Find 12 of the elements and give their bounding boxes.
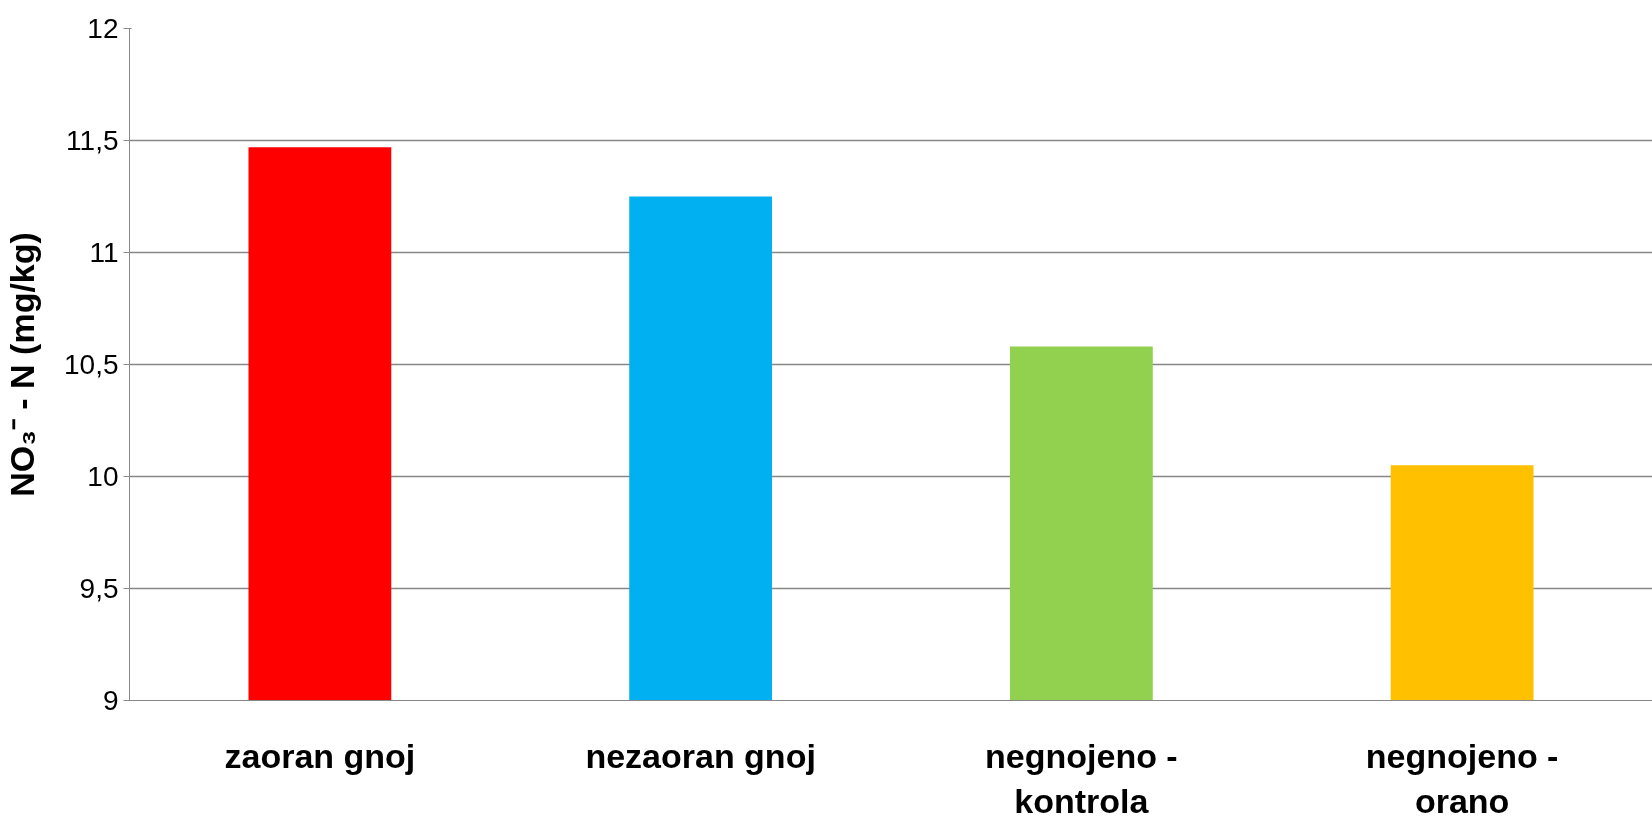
y-tick-label: 11,5 (66, 125, 119, 156)
y-tick-label: 10 (87, 461, 119, 492)
x-tick-label: negnojeno - orano (1365, 736, 1559, 821)
x-tick-label: zaoran gnoj (224, 736, 416, 775)
y-axis-title: NO₃⁻ - N (mg/kg) (3, 232, 41, 497)
x-tick-label: nezaoran gnoj (585, 736, 816, 775)
y-tick-label: 12 (87, 13, 119, 44)
x-tick-label: negnojeno - kontrola (985, 736, 1178, 821)
y-tick-label: 9,5 (79, 573, 119, 604)
y-tick-label: 10,5 (64, 349, 119, 380)
y-tick-label: 11 (89, 237, 119, 268)
y-tick-label: 9 (102, 685, 119, 716)
